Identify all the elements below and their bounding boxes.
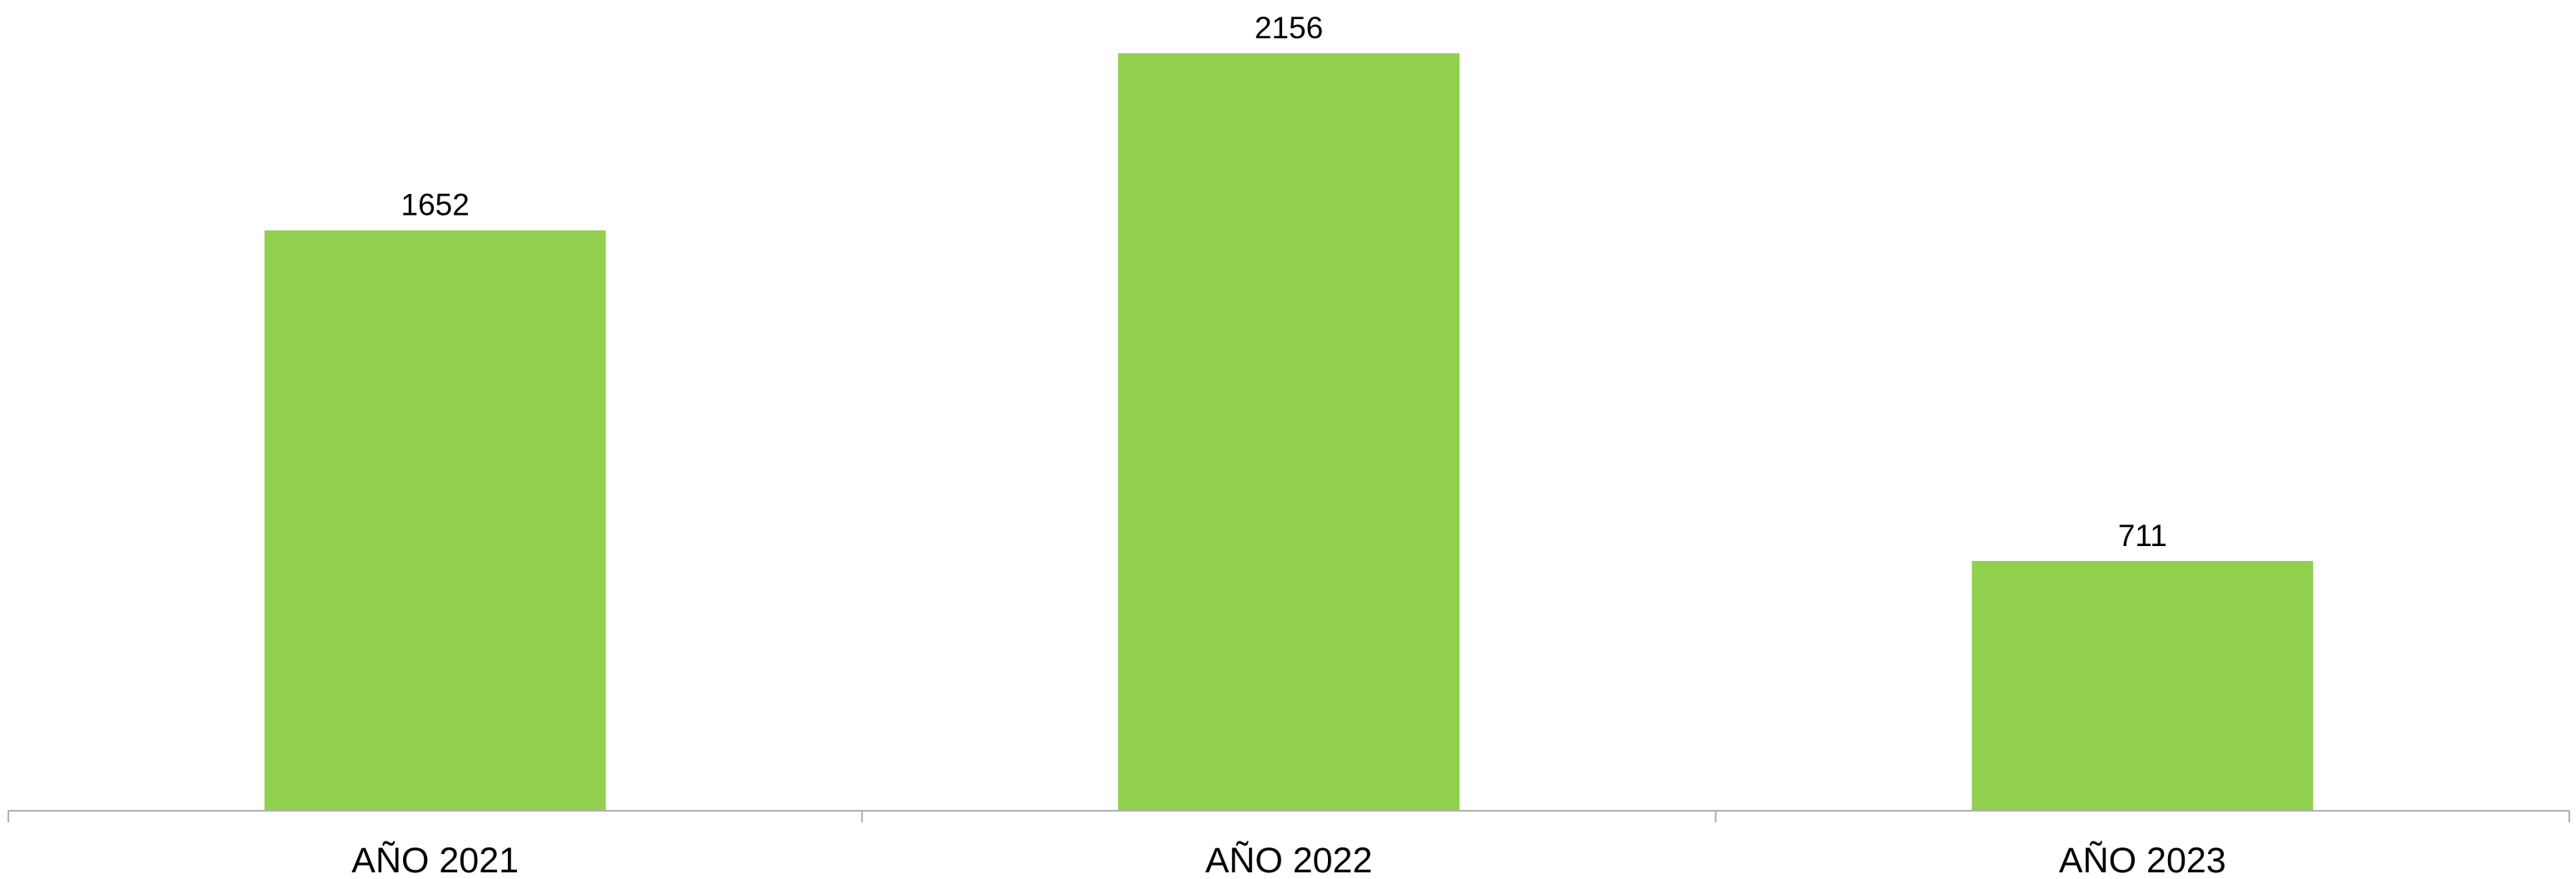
bar-value-label: 1652 [401, 188, 470, 222]
bar-2 [1118, 53, 1460, 811]
x-axis-category-label: AÑO 2022 [1206, 841, 1373, 879]
bars-group [264, 53, 2314, 811]
value-labels-group: 1652 2156 711 [401, 11, 2167, 553]
bar-value-label: 2156 [1255, 11, 1323, 45]
x-axis-ticks-group [7, 811, 2570, 822]
category-labels-group: AÑO 2021 AÑO 2022 AÑO 2023 [351, 841, 2225, 879]
bar-1 [264, 230, 606, 811]
x-axis-category-label: AÑO 2023 [2059, 841, 2226, 879]
bar-value-label: 711 [2118, 519, 2167, 553]
bar-3 [1972, 560, 2314, 811]
x-axis-category-label: AÑO 2021 [351, 841, 519, 879]
